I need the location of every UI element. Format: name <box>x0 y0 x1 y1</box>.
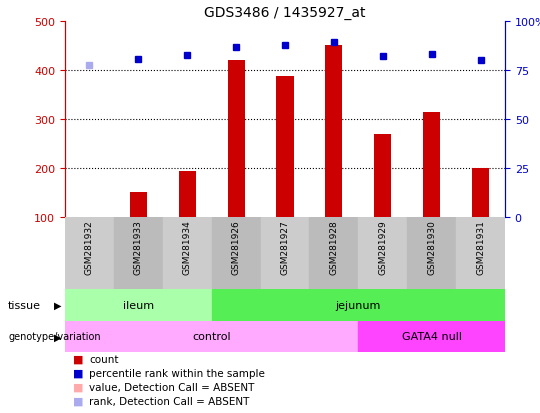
Text: GSM281932: GSM281932 <box>85 220 94 274</box>
Bar <box>472 169 489 218</box>
Text: percentile rank within the sample: percentile rank within the sample <box>89 368 265 378</box>
Text: rank, Detection Call = ABSENT: rank, Detection Call = ABSENT <box>89 396 249 406</box>
Text: GSM281927: GSM281927 <box>280 220 289 274</box>
Text: GATA4 null: GATA4 null <box>402 332 462 342</box>
Bar <box>65 218 114 289</box>
Bar <box>325 45 342 218</box>
Text: ■: ■ <box>73 396 83 406</box>
Text: ■: ■ <box>73 382 83 392</box>
Bar <box>227 61 245 218</box>
Bar <box>163 218 212 289</box>
Text: ▶: ▶ <box>54 300 62 310</box>
Text: control: control <box>192 332 231 342</box>
Bar <box>65 289 212 321</box>
Text: genotype/variation: genotype/variation <box>8 332 101 342</box>
Text: ■: ■ <box>73 368 83 378</box>
Bar <box>374 134 392 218</box>
Bar <box>423 112 440 218</box>
Bar <box>456 218 505 289</box>
Bar <box>130 192 147 218</box>
Bar <box>179 172 196 218</box>
Bar <box>212 218 261 289</box>
Bar <box>359 218 407 289</box>
Title: GDS3486 / 1435927_at: GDS3486 / 1435927_at <box>204 5 366 19</box>
Text: ■: ■ <box>73 354 83 364</box>
Text: GSM281926: GSM281926 <box>232 220 241 274</box>
Bar <box>407 218 456 289</box>
Text: GSM281929: GSM281929 <box>379 220 387 274</box>
Bar <box>65 321 359 352</box>
Bar <box>276 77 294 218</box>
Text: jejunum: jejunum <box>336 300 381 310</box>
Text: GSM281934: GSM281934 <box>183 220 192 274</box>
Bar <box>114 218 163 289</box>
Text: ileum: ileum <box>123 300 154 310</box>
Text: GSM281930: GSM281930 <box>427 220 436 274</box>
Text: GSM281933: GSM281933 <box>134 220 143 274</box>
Text: GSM281931: GSM281931 <box>476 220 485 274</box>
Bar <box>309 218 359 289</box>
Bar <box>261 218 309 289</box>
Text: ▶: ▶ <box>54 332 62 342</box>
Bar <box>212 289 505 321</box>
Text: value, Detection Call = ABSENT: value, Detection Call = ABSENT <box>89 382 254 392</box>
Text: tissue: tissue <box>8 300 41 310</box>
Text: count: count <box>89 354 119 364</box>
Text: GSM281928: GSM281928 <box>329 220 339 274</box>
Bar <box>359 321 505 352</box>
